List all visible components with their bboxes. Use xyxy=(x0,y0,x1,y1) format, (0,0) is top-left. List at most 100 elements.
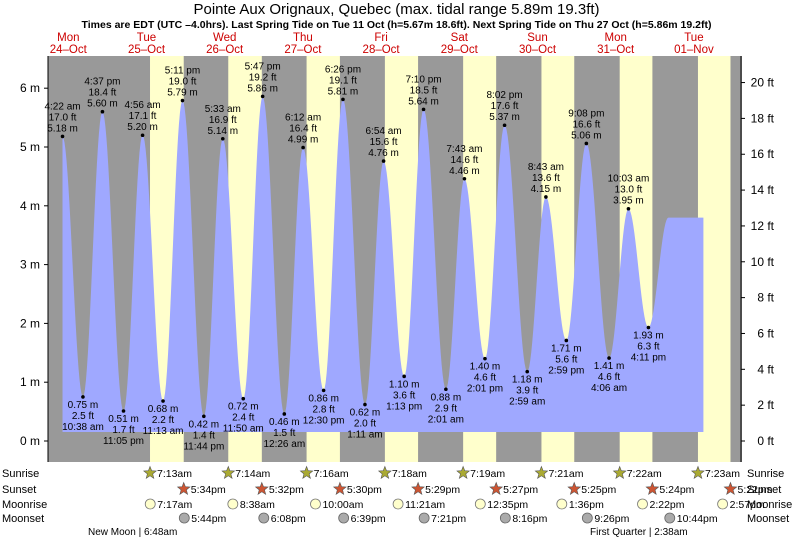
right-axis-label: 18 ft xyxy=(751,111,775,125)
day-header-date: 31–Oct xyxy=(597,44,635,56)
sunrise-time: 7:14am xyxy=(235,468,270,480)
day-header-name: Thu xyxy=(293,32,313,44)
tide-label: 1:11 am xyxy=(347,430,382,441)
tide-label: 12:26 am xyxy=(263,439,305,450)
right-axis-label: 4 ft xyxy=(757,362,774,376)
tide-point xyxy=(646,325,651,330)
moonrise-time: 2:22pm xyxy=(650,499,685,511)
sunrise-time: 7:22am xyxy=(627,468,662,480)
sunset-star-icon xyxy=(332,481,347,495)
tide-label: 3.6 ft xyxy=(393,390,415,401)
moonset-time: 10:44pm xyxy=(677,513,718,525)
tide-point xyxy=(202,414,206,419)
moonrise-icon xyxy=(227,498,239,510)
left-axis-label: 4 m xyxy=(20,199,40,213)
moonrise-time: 12:35pm xyxy=(487,499,528,511)
day-header-name: Wed xyxy=(213,32,236,44)
sunrise-star-icon xyxy=(221,465,236,479)
moonset-time: 6:39pm xyxy=(351,513,386,525)
sunset-time: 5:27pm xyxy=(503,484,538,496)
left-axis-label: 5 m xyxy=(20,140,40,154)
moonrise-time: 11:21am xyxy=(405,499,445,511)
sunrise-star-icon xyxy=(456,465,471,479)
tide-label: 3.95 m xyxy=(613,196,644,207)
legend-left-sunset: Sunset xyxy=(2,484,36,496)
sunrise-time: 7:19am xyxy=(470,468,505,480)
tide-label: 3.9 ft xyxy=(516,386,538,397)
tide-label: 2.4 ft xyxy=(232,413,254,424)
tide-point xyxy=(564,338,569,343)
moonset-icon xyxy=(499,512,511,524)
sunrise-time: 7:13am xyxy=(157,468,192,480)
tide-point xyxy=(381,159,386,163)
tide-label: 0.68 m xyxy=(148,404,179,415)
tide-label: 16.6 ft xyxy=(572,119,600,130)
tide-point xyxy=(321,388,326,393)
right-axis-label: 8 ft xyxy=(757,291,774,305)
sunset-time: 5:30pm xyxy=(347,484,382,496)
tide-label: 7:10 pm xyxy=(405,74,441,85)
tide-label: 1.40 m xyxy=(470,362,501,373)
tide-label: 2:59 am xyxy=(509,397,545,408)
day-header-date: 27–Oct xyxy=(284,44,322,56)
tide-label: 0.62 m xyxy=(350,408,381,419)
moonrise-icon xyxy=(474,498,486,510)
right-axis-label: 12 ft xyxy=(751,219,775,233)
moon-phase-first-quarter: First Quarter | 2:38am xyxy=(590,527,688,538)
tide-point xyxy=(100,109,105,114)
day-header-date: 30–Oct xyxy=(519,44,557,56)
moonset-icon xyxy=(418,512,430,524)
day-header-date: 24–Oct xyxy=(50,44,88,56)
legend-left-sunrise: Sunrise xyxy=(2,468,39,480)
left-axis-label: 0 m xyxy=(20,434,40,448)
tide-label: 5:33 am xyxy=(205,104,241,115)
moon-phase-new: New Moon | 6:48am xyxy=(88,527,177,538)
legend-right-moonset: Moonset xyxy=(747,513,789,525)
sunrise-star-icon xyxy=(691,465,705,479)
sunset-star-icon xyxy=(411,481,425,495)
tide-label: 5.06 m xyxy=(571,130,602,141)
day-header-name: Mon xyxy=(57,32,79,44)
moonrise-icon xyxy=(637,498,648,510)
moonrise-time: 7:17am xyxy=(157,499,192,511)
moonrise-icon xyxy=(392,498,404,510)
moonset-time: 8:16pm xyxy=(512,513,547,525)
right-axis-label: 10 ft xyxy=(751,255,775,269)
tide-label: 13.6 ft xyxy=(532,173,560,184)
moonrise-icon xyxy=(717,498,729,510)
sunset-time: 5:22pm xyxy=(737,484,772,496)
sunset-star-icon xyxy=(176,481,191,495)
tide-label: 17.1 ft xyxy=(129,111,157,122)
tide-point xyxy=(462,176,467,181)
day-header-date: 28–Oct xyxy=(363,44,401,56)
day-header-name: Fri xyxy=(374,32,387,44)
tide-label: 1:13 pm xyxy=(386,401,422,412)
tide-point xyxy=(121,409,126,413)
tide-label: 2.5 ft xyxy=(72,411,94,422)
tide-point xyxy=(502,123,507,128)
left-axis-label: 6 m xyxy=(20,81,40,95)
tide-label: 4.76 m xyxy=(368,148,399,159)
tide-point xyxy=(544,195,548,199)
tide-label: 11:05 pm xyxy=(103,436,144,447)
tide-label: 5:11 pm xyxy=(165,66,200,77)
tide-point xyxy=(363,402,367,407)
tide-point xyxy=(140,133,145,138)
tide-label: 12:30 pm xyxy=(303,415,345,426)
tide-point xyxy=(626,206,631,211)
tide-label: 1.4 ft xyxy=(193,430,215,441)
tide-point xyxy=(444,387,448,392)
tide-point xyxy=(607,356,611,360)
sunset-time: 5:25pm xyxy=(581,484,616,496)
sunrise-star-icon xyxy=(299,465,314,479)
right-axis-label: 14 ft xyxy=(751,183,775,197)
tide-label: 2:01 pm xyxy=(467,384,503,395)
tide-point xyxy=(220,136,225,141)
moonrise-icon xyxy=(310,498,321,510)
tide-label: 19.0 ft xyxy=(169,77,197,88)
moonset-icon xyxy=(258,512,270,524)
tide-label: 5.6 ft xyxy=(555,354,577,365)
tide-label: 5.60 m xyxy=(87,99,118,110)
tide-label: 6:26 pm xyxy=(325,64,361,75)
